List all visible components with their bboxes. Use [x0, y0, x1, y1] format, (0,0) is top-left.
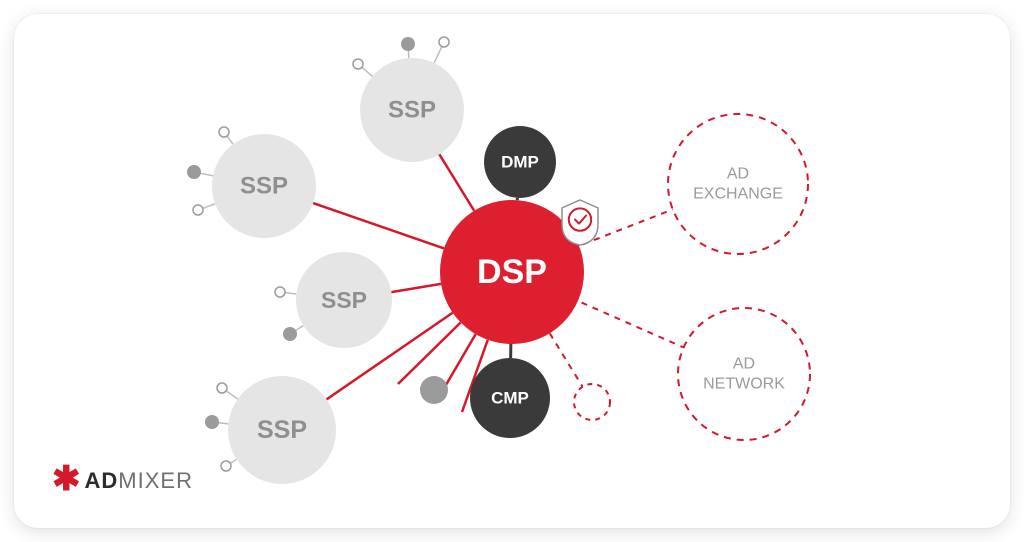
ssp3-sat-ring-1 — [275, 287, 285, 297]
diagram-card: SSP SSP SSP SSP AD EXCHANGE AD NETWORK DMP CMP DSP… — [14, 14, 1010, 528]
dashed-edge-ad-network — [582, 303, 684, 348]
ssp1-label: SSP — [388, 97, 436, 124]
ssp3-sat-dot-0 — [283, 327, 297, 341]
network-diagram: SSP SSP SSP SSP AD EXCHANGE AD NETWORK DMP CMP DSP — [14, 14, 1010, 528]
shield-icon — [562, 200, 598, 245]
ad-network-node — [678, 308, 810, 440]
ad-exchange-label-0: AD — [727, 166, 749, 183]
ssp2-sat-ring-2 — [193, 205, 203, 215]
ssp4-label: SSP — [257, 416, 307, 444]
orbit-dot — [420, 376, 448, 404]
ad-network-label-0: AD — [733, 356, 755, 373]
dsp-label: DSP — [477, 253, 547, 291]
dashed-small-node — [574, 384, 610, 420]
asterisk-icon: ✱ — [52, 471, 81, 488]
ssp2-sat-dot-0 — [187, 165, 201, 179]
ssp4-sat-ring-1 — [221, 461, 231, 471]
dmp-label: DMP — [501, 153, 539, 172]
ssp4-sat-dot-0 — [205, 415, 219, 429]
cmp-label: CMP — [491, 389, 529, 408]
brand-text: ADMIXER — [85, 468, 193, 494]
edge-ssp2-dsp — [313, 203, 444, 248]
edge-ssp1-dsp — [439, 154, 474, 210]
edge-ssp3-dsp — [391, 284, 441, 292]
ssp2-label: SSP — [240, 173, 288, 200]
ad-exchange-label-1: EXCHANGE — [693, 186, 783, 203]
brand-logo: ✱ ADMIXER — [52, 468, 193, 494]
ad-exchange-node — [668, 114, 808, 254]
ssp3-label: SSP — [321, 287, 367, 313]
ssp1-sat-ring-2 — [353, 59, 363, 69]
ssp1-sat-ring-1 — [439, 37, 449, 47]
ad-network-label-1: NETWORK — [703, 376, 785, 393]
ssp2-sat-ring-1 — [219, 127, 229, 137]
ssp1-sat-dot-0 — [401, 37, 415, 51]
ssp4-sat-ring-2 — [217, 383, 227, 393]
dashed-edge-small — [550, 333, 583, 386]
